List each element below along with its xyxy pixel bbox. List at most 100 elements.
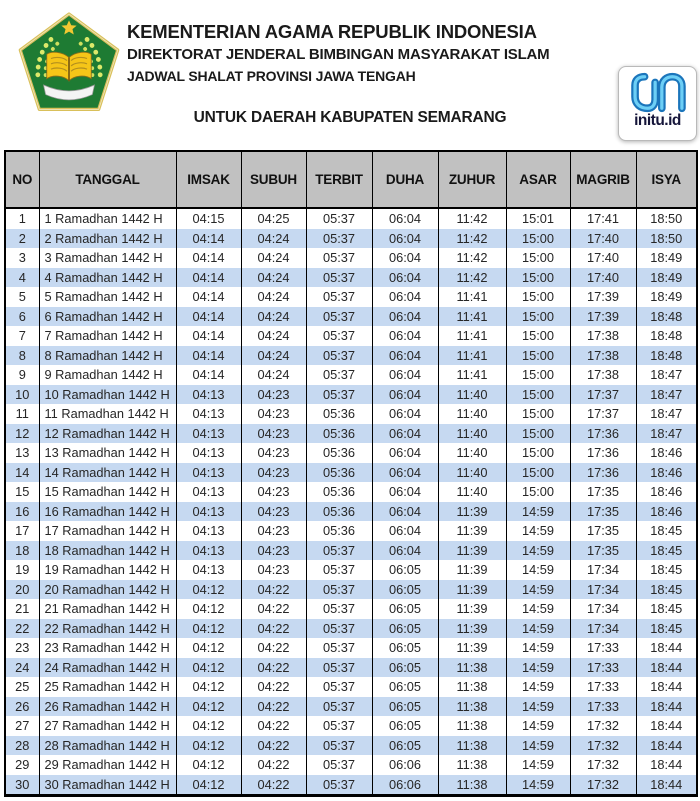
time-cell: 17:32 [569,735,637,755]
time-cell: 17:35 [569,482,637,502]
time-cell: 06:04 [371,404,439,424]
time-cell: 18:46 [635,501,698,521]
column-header-magrib: MAGRIB [569,150,637,209]
time-cell: 15:00 [505,228,571,248]
time-cell: 17:37 [569,404,637,424]
time-cell: 18:44 [635,657,698,677]
table-row: 30 30 Ramadhan 1442 H 04:12 04:22 05:37 06:06… [4,774,698,796]
table-header-row: NO TANGGAL IMSAK SUBUH TERBIT DUHA ZUHUR ASAR MA… [4,150,698,209]
time-cell: 04:23 [240,443,307,463]
time-cell: 06:05 [371,696,439,716]
time-cell: 14:59 [505,774,571,796]
row-number-cell: 6 [4,306,40,326]
time-cell: 14:59 [505,599,571,619]
date-cell: 12 Ramadhan 1442 H [38,423,177,443]
time-cell: 17:32 [569,755,637,775]
row-number-cell: 2 [4,228,40,248]
time-cell: 04:13 [175,384,242,404]
time-cell: 05:37 [305,579,373,599]
directorate-title: DIREKTORAT JENDERAL BIMBINGAN MASYARAKAT… [127,46,550,63]
time-cell: 06:04 [371,326,439,346]
time-cell: 11:42 [437,228,507,248]
time-cell: 04:23 [240,482,307,502]
time-cell: 04:14 [175,345,242,365]
table-row: 29 29 Ramadhan 1442 H 04:12 04:22 05:37 06:06… [4,755,698,775]
time-cell: 04:12 [175,677,242,697]
time-cell: 11:39 [437,560,507,580]
time-cell: 11:41 [437,345,507,365]
date-cell: 7 Ramadhan 1442 H [38,326,177,346]
date-cell: 10 Ramadhan 1442 H [38,384,177,404]
time-cell: 05:37 [305,696,373,716]
time-cell: 11:39 [437,540,507,560]
date-cell: 20 Ramadhan 1442 H [38,579,177,599]
time-cell: 06:04 [371,208,439,229]
table-row: 23 23 Ramadhan 1442 H 04:12 04:22 05:37 06:05… [4,638,698,658]
time-cell: 04:22 [240,599,307,619]
time-cell: 15:00 [505,365,571,385]
time-cell: 17:39 [569,306,637,326]
time-cell: 11:38 [437,735,507,755]
table-row: 25 25 Ramadhan 1442 H 04:12 04:22 05:37 06:05… [4,677,698,697]
time-cell: 04:24 [240,287,307,307]
time-cell: 18:48 [635,306,698,326]
row-number-cell: 20 [4,579,40,599]
time-cell: 17:34 [569,618,637,638]
table-row: 21 21 Ramadhan 1442 H 04:12 04:22 05:37 06:05… [4,599,698,619]
time-cell: 14:59 [505,638,571,658]
row-number-cell: 21 [4,599,40,619]
date-cell: 18 Ramadhan 1442 H [38,540,177,560]
time-cell: 11:39 [437,521,507,541]
time-cell: 06:06 [371,774,439,796]
time-cell: 04:12 [175,638,242,658]
time-cell: 15:00 [505,306,571,326]
time-cell: 05:36 [305,501,373,521]
time-cell: 05:37 [305,638,373,658]
time-cell: 04:23 [240,521,307,541]
time-cell: 14:59 [505,677,571,697]
time-cell: 18:45 [635,579,698,599]
time-cell: 18:44 [635,638,698,658]
column-header-no: NO [4,150,40,209]
time-cell: 17:38 [569,365,637,385]
time-cell: 06:04 [371,501,439,521]
time-cell: 18:48 [635,345,698,365]
time-cell: 05:37 [305,384,373,404]
time-cell: 18:46 [635,443,698,463]
time-cell: 17:35 [569,521,637,541]
table-row: 24 24 Ramadhan 1442 H 04:12 04:22 05:37 06:05… [4,657,698,677]
date-cell: 11 Ramadhan 1442 H [38,404,177,424]
time-cell: 04:12 [175,579,242,599]
time-cell: 14:59 [505,657,571,677]
time-cell: 05:37 [305,735,373,755]
time-cell: 18:46 [635,462,698,482]
table-row: 12 12 Ramadhan 1442 H 04:13 04:23 05:36 06:04… [4,423,698,443]
date-cell: 22 Ramadhan 1442 H [38,618,177,638]
date-cell: 2 Ramadhan 1442 H [38,228,177,248]
time-cell: 04:12 [175,774,242,796]
date-cell: 30 Ramadhan 1442 H [38,774,177,796]
time-cell: 04:13 [175,482,242,502]
date-cell: 16 Ramadhan 1442 H [38,501,177,521]
time-cell: 04:13 [175,462,242,482]
time-cell: 05:36 [305,521,373,541]
time-cell: 05:37 [305,618,373,638]
row-number-cell: 30 [4,774,40,796]
time-cell: 11:41 [437,326,507,346]
time-cell: 11:39 [437,599,507,619]
time-cell: 15:00 [505,287,571,307]
time-cell: 18:45 [635,599,698,619]
table-row: 27 27 Ramadhan 1442 H 04:12 04:22 05:37 06:05… [4,716,698,736]
time-cell: 06:05 [371,657,439,677]
time-cell: 18:44 [635,735,698,755]
time-cell: 04:23 [240,384,307,404]
time-cell: 15:00 [505,462,571,482]
time-cell: 11:42 [437,248,507,268]
time-cell: 11:42 [437,267,507,287]
time-cell: 04:24 [240,228,307,248]
